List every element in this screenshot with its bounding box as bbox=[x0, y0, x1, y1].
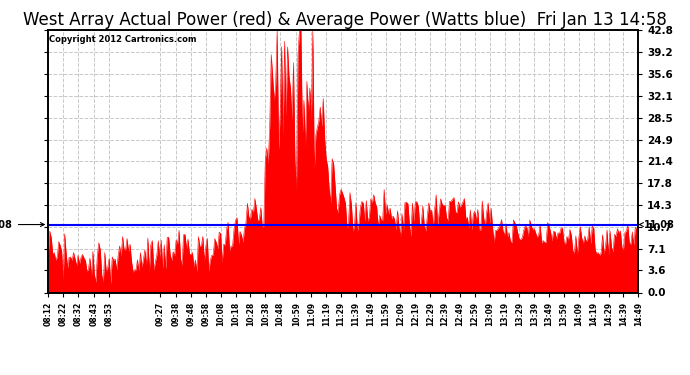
Text: 11.08: 11.08 bbox=[638, 219, 675, 230]
Text: Copyright 2012 Cartronics.com: Copyright 2012 Cartronics.com bbox=[50, 35, 197, 44]
Text: West Array Actual Power (red) & Average Power (Watts blue)  Fri Jan 13 14:58: West Array Actual Power (red) & Average … bbox=[23, 11, 667, 29]
Text: 11.08: 11.08 bbox=[0, 219, 44, 230]
